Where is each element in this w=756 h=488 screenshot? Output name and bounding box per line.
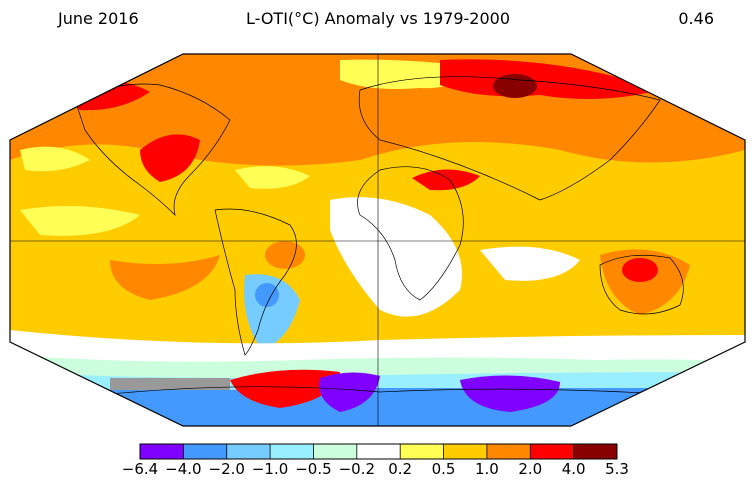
field-na-hot	[140, 134, 200, 182]
map-date: June 2016	[58, 9, 139, 28]
colorbar-bin	[226, 444, 271, 459]
colorbar-bin	[270, 444, 314, 459]
colorbar-tick-label: 0.5	[431, 460, 456, 478]
colorbar-bin	[573, 444, 618, 459]
colorbar-bin	[313, 444, 358, 459]
colorbar-bin	[356, 444, 401, 459]
field-brazil-warm	[265, 241, 305, 269]
coast-australia	[599, 254, 684, 315]
map-title: L-OTI(°C) Anomaly vs 1979-2000	[245, 9, 511, 28]
colorbar-tick-label: −2.0	[208, 460, 245, 478]
coast-north-america	[74, 83, 231, 217]
coastlines	[74, 76, 684, 396]
field-antarctic-cold	[10, 388, 745, 426]
field-pacific-light	[20, 146, 90, 172]
field-antarctic-violet-east	[460, 375, 560, 412]
coast-africa	[357, 166, 464, 301]
field-antarctic-hot	[230, 369, 340, 408]
field-atlantic-light	[235, 166, 310, 189]
colorbar-frame	[139, 443, 618, 460]
field-mideast-hot	[412, 169, 480, 191]
colorbar-tick-label: 2.0	[518, 460, 543, 478]
field-patch-light	[340, 59, 470, 89]
field-indian-white	[480, 246, 580, 281]
colorbar-bin	[183, 444, 228, 459]
field-sa-cold	[255, 283, 279, 307]
field-pacific-warm	[110, 255, 220, 300]
field-aus-warm	[600, 249, 690, 315]
global-mean-value: 0.46	[678, 9, 714, 28]
map-frame	[9, 53, 746, 427]
coast-antarctica	[99, 386, 681, 396]
colorbar-tick-label: −1.0	[251, 460, 289, 478]
anomaly-field	[10, 54, 745, 426]
coast-eurasia	[358, 76, 661, 201]
coast-south-america	[214, 208, 297, 356]
colorbar-tick-label: −0.2	[338, 460, 376, 478]
field-asia-extreme	[493, 74, 537, 98]
field-tropic-light	[20, 206, 140, 236]
colorbar-bin	[486, 444, 531, 459]
colorbar-bin	[140, 444, 184, 459]
colorbar-tick-label: 1.0	[474, 460, 499, 478]
colorbar-tick-label: 5.3	[605, 460, 629, 478]
colorbar-tick-label: −6.4	[121, 460, 159, 478]
colorbar-tick-label: 0.2	[388, 460, 413, 478]
colorbar-tick-label: −0.5	[295, 460, 332, 478]
field-aus-hot	[622, 258, 658, 282]
colorbar-tick-label: −4.0	[165, 460, 202, 478]
field-africa-white	[330, 197, 462, 317]
field-missing-data	[110, 378, 230, 390]
colorbar-bin	[400, 444, 445, 459]
colorbar-bin	[530, 444, 575, 459]
colorbar-tick-label: 4.0	[561, 460, 586, 478]
colorbar-bin	[443, 444, 488, 459]
field-antarctic-violet	[319, 372, 380, 412]
